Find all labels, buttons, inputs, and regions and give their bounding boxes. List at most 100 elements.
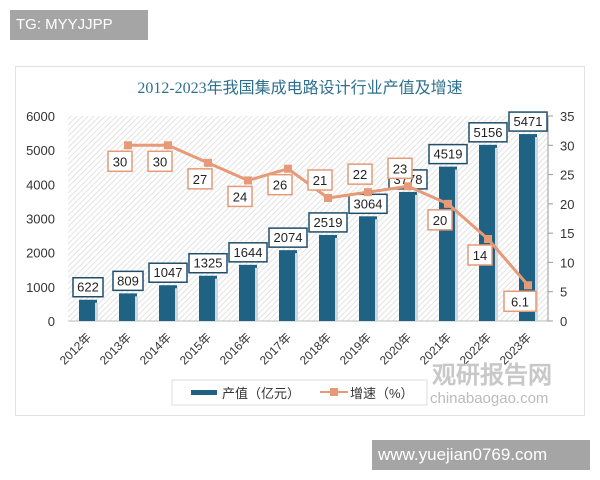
- growth-label-box: [503, 290, 537, 313]
- bar-label-box: [228, 242, 268, 263]
- y-right-tick: 15: [560, 226, 574, 241]
- y-left-tick: 0: [48, 314, 55, 329]
- x-tick: 2019年: [337, 330, 374, 367]
- bar-label-box: [72, 276, 104, 298]
- x-tick: 2018年: [297, 330, 334, 367]
- bar-shadow: [295, 253, 298, 321]
- bar-label: 5471: [514, 114, 543, 129]
- growth-label: 23: [393, 161, 407, 176]
- growth-label-box: [387, 157, 413, 180]
- bar-label: 5156: [474, 125, 503, 140]
- bar-label: 1047: [154, 265, 183, 280]
- bar-shadow: [455, 169, 458, 321]
- growth-label: 22: [353, 167, 367, 182]
- bar-label-box: [112, 270, 144, 292]
- growth-label-box: [307, 169, 333, 191]
- bar: [239, 264, 257, 321]
- y-right-tick: 10: [560, 255, 574, 270]
- bar-label: 2074: [274, 230, 303, 245]
- bar-label-box: [188, 252, 228, 274]
- bar-shadow: [535, 137, 538, 321]
- bar-label-box: [428, 143, 468, 165]
- y-left-tick: 5000: [26, 143, 55, 158]
- growth-label-box: [227, 185, 253, 208]
- legend-bar-label: 产值（亿元）: [222, 386, 300, 401]
- growth-point: [364, 188, 372, 197]
- y-right-tick: 0: [560, 314, 567, 329]
- bar-shadow: [415, 194, 418, 321]
- growth-label: 27: [193, 172, 207, 187]
- y-right-tick: 25: [560, 168, 574, 183]
- y-left-tick: 6000: [26, 109, 55, 124]
- bar-shadow: [495, 147, 498, 321]
- bar-label-box: [148, 262, 188, 283]
- growth-point: [404, 182, 412, 191]
- growth-label-box: [147, 150, 173, 173]
- x-tick: 2012年: [57, 330, 94, 367]
- bar: [159, 285, 177, 321]
- bar: [359, 216, 377, 321]
- growth-point: [164, 141, 172, 150]
- x-tick: 2013年: [97, 330, 134, 367]
- y-left-tick: 3000: [26, 212, 55, 227]
- bar: [399, 191, 417, 321]
- bar-label: 1644: [234, 245, 263, 260]
- tag-label: TG: MYYJJPP: [10, 10, 148, 40]
- x-tick: 2014年: [137, 330, 174, 367]
- bar-shadow: [95, 302, 98, 321]
- growth-point: [284, 164, 292, 173]
- legend-bar-swatch: [191, 390, 217, 395]
- growth-label-box: [467, 244, 493, 266]
- growth-label: 30: [113, 154, 127, 169]
- bar: [199, 275, 217, 321]
- bar-label-box: [468, 122, 508, 143]
- y-left-tick: 2000: [26, 246, 55, 261]
- bar: [439, 166, 457, 321]
- growth-label: 14: [473, 248, 487, 263]
- bar-label: 809: [117, 273, 139, 288]
- watermark-cn: 观研报告网: [432, 362, 552, 389]
- y-left-tick: 4000: [26, 177, 55, 192]
- bar: [119, 293, 137, 321]
- y-right-tick: 35: [560, 109, 574, 124]
- growth-label-box: [187, 168, 213, 190]
- y-left-tick: 1000: [26, 280, 55, 295]
- x-tick: 2015年: [177, 330, 214, 367]
- x-tick: 2020年: [377, 330, 414, 367]
- growth-label: 21: [313, 173, 327, 188]
- growth-label-box: [427, 209, 453, 231]
- bar-label-box: [268, 227, 308, 248]
- bar-shadow: [255, 267, 258, 321]
- growth-label-box: [107, 150, 133, 173]
- plot-area: [68, 116, 548, 321]
- bar-label: 1325: [194, 256, 223, 271]
- watermark-en: chinabaogao.com: [430, 390, 548, 407]
- growth-label: 6.1: [511, 294, 529, 309]
- growth-label-box: [267, 173, 293, 196]
- x-tick: 2017年: [257, 330, 294, 367]
- site-label: www.yuejian0769.com: [372, 440, 590, 470]
- growth-point: [204, 158, 212, 167]
- growth-label: 20: [433, 213, 447, 228]
- growth-point: [444, 199, 452, 208]
- y-right-tick: 5: [560, 285, 567, 300]
- bar: [319, 234, 337, 321]
- bar-label-box: [308, 212, 348, 233]
- growth-label: 24: [233, 189, 247, 204]
- y-right-tick: 30: [560, 138, 574, 153]
- bar-shadow: [335, 237, 338, 321]
- bar: [519, 134, 537, 321]
- bar: [279, 250, 297, 321]
- bar-shadow: [135, 296, 138, 321]
- legend-line-label: 增速（%）: [350, 386, 414, 401]
- bar-shadow: [175, 288, 178, 321]
- bar-label: 2519: [314, 215, 343, 230]
- bar: [79, 299, 97, 321]
- bar-label: 4519: [434, 147, 463, 162]
- legend: 产值（亿元） 增速（%）: [171, 379, 428, 406]
- bar-shadow: [215, 278, 218, 321]
- growth-label-box: [347, 163, 373, 185]
- x-tick: 2016年: [217, 330, 254, 367]
- bar-label: 3064: [354, 196, 383, 211]
- bar-label-box: [508, 111, 548, 132]
